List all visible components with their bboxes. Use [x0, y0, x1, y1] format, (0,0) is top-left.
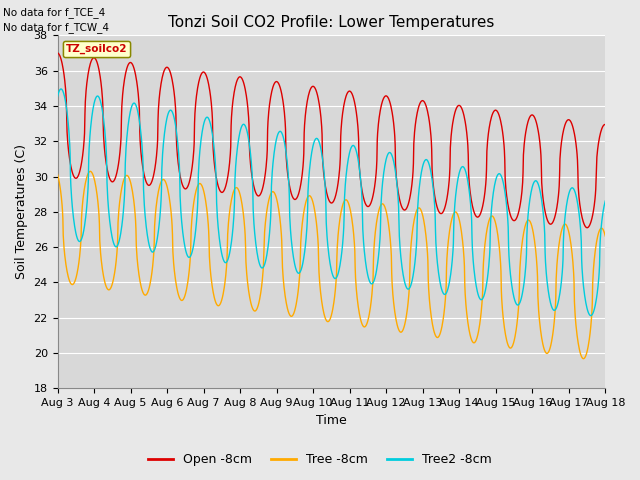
Legend: Open -8cm, Tree -8cm, Tree2 -8cm: Open -8cm, Tree -8cm, Tree2 -8cm: [143, 448, 497, 471]
Y-axis label: Soil Temperatures (C): Soil Temperatures (C): [15, 144, 28, 279]
Title: Tonzi Soil CO2 Profile: Lower Temperatures: Tonzi Soil CO2 Profile: Lower Temperatur…: [168, 15, 495, 30]
Text: No data for f_TCW_4: No data for f_TCW_4: [3, 22, 109, 33]
Legend: TZ_soilco2: TZ_soilco2: [63, 40, 131, 57]
Text: No data for f_TCE_4: No data for f_TCE_4: [3, 7, 106, 18]
X-axis label: Time: Time: [316, 414, 347, 427]
